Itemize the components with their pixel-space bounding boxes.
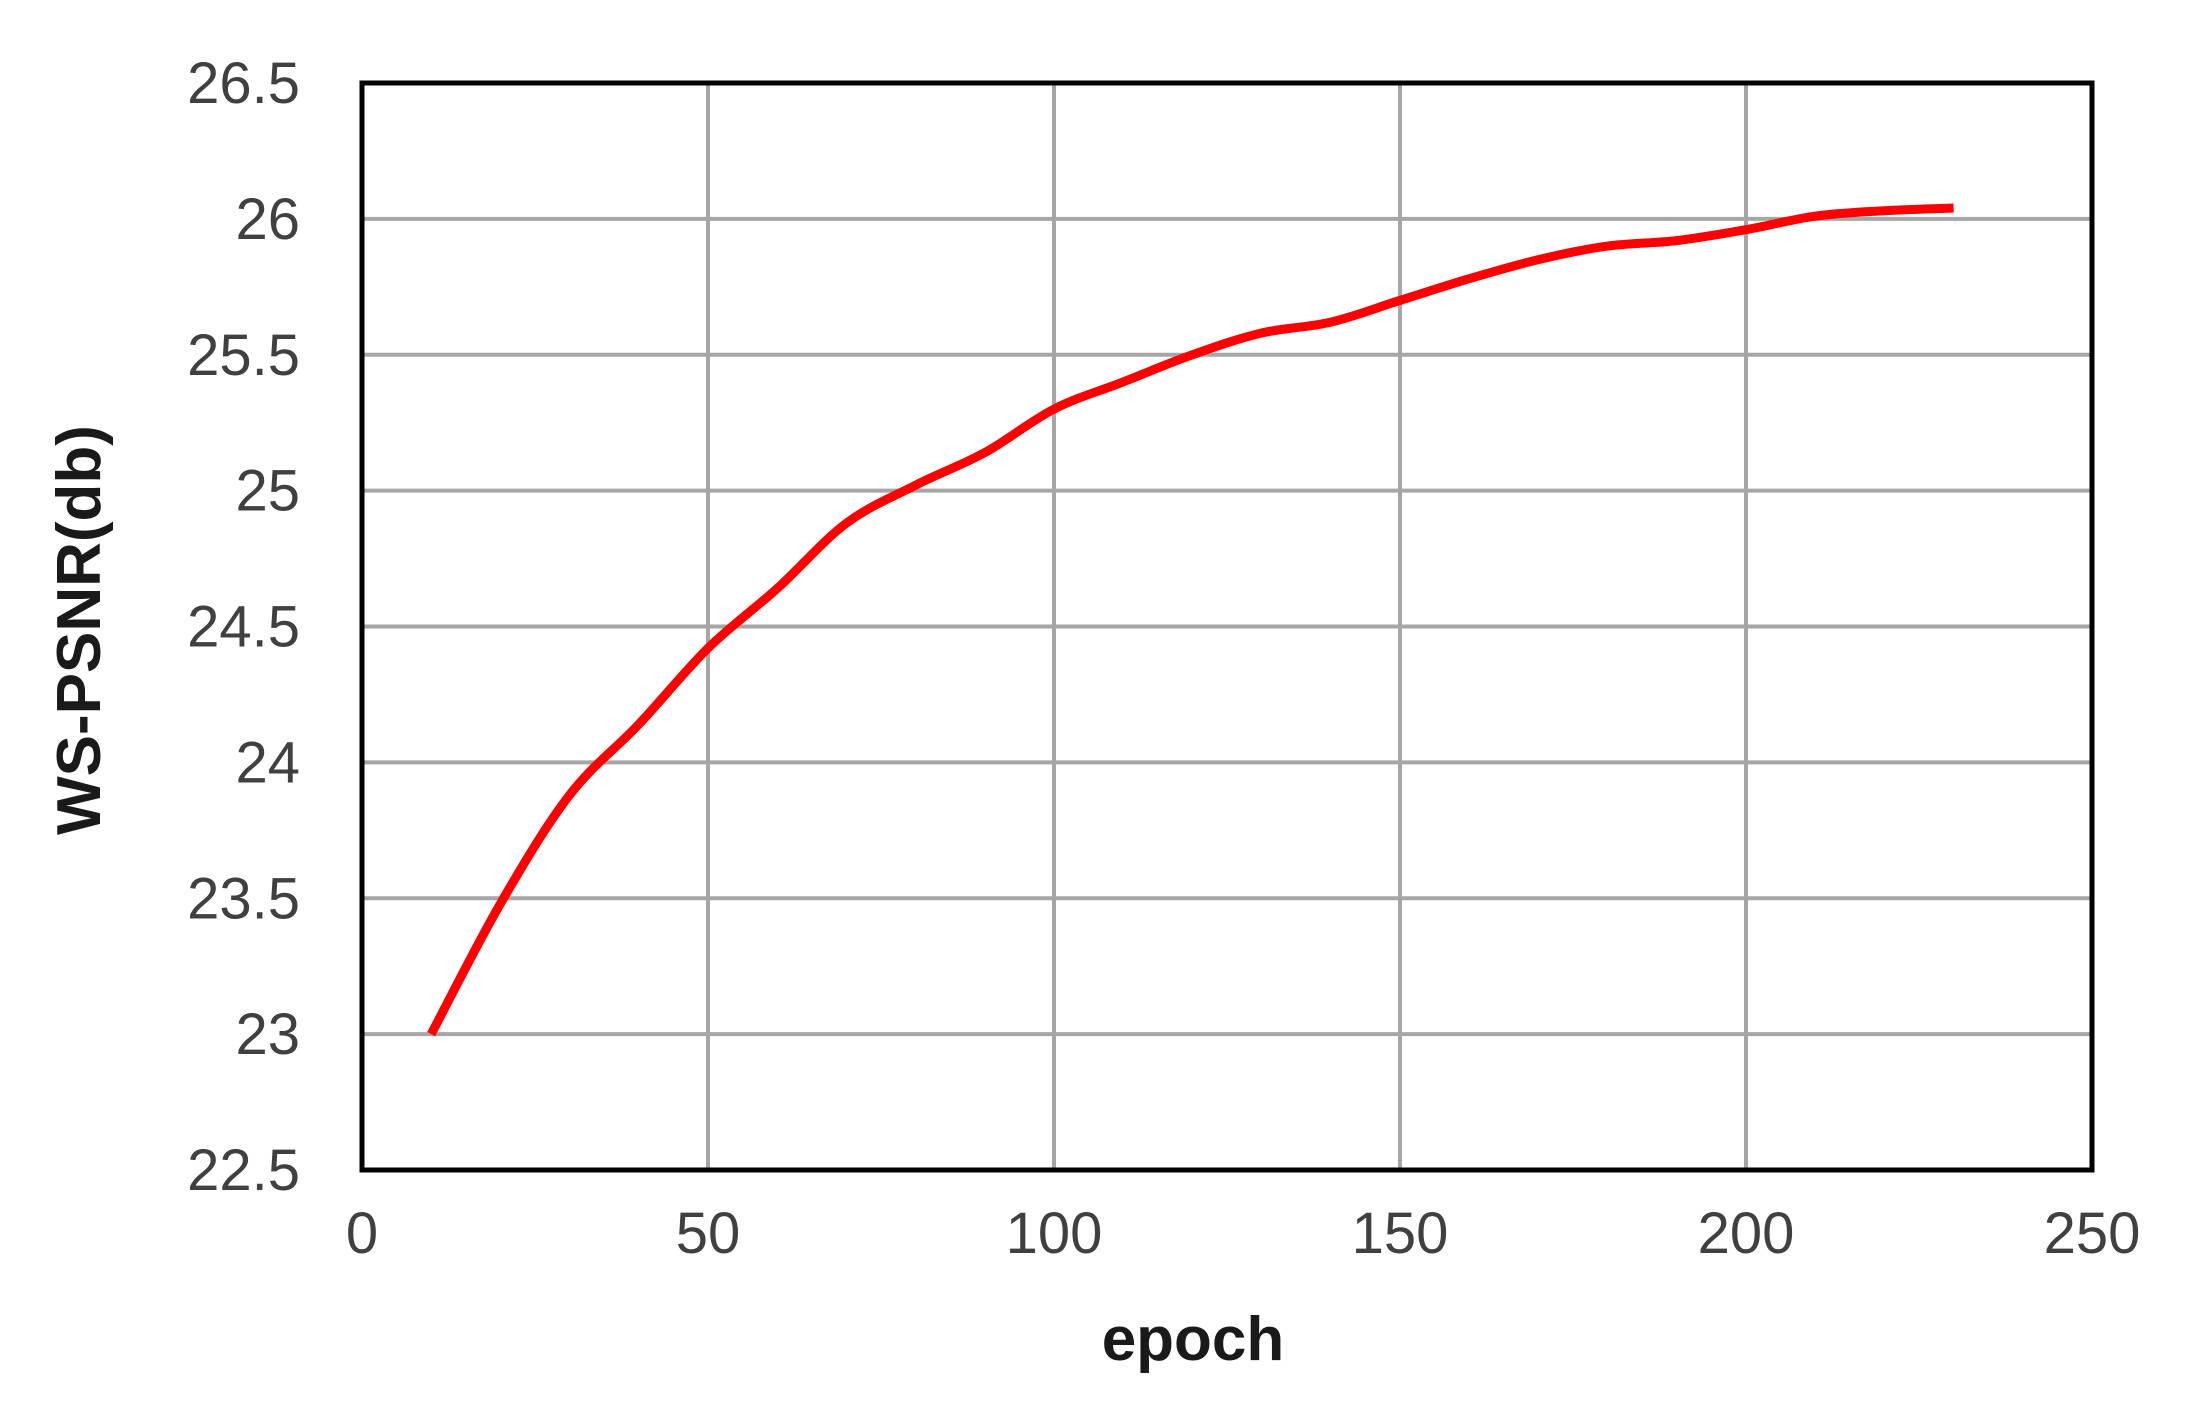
plot-area-frame <box>359 80 2095 1173</box>
y-tick-label: 24.5 <box>187 595 300 660</box>
y-tick-label: 22.5 <box>187 1138 300 1203</box>
x-axis-tick-labels: 0 50 100 150 200 250 <box>346 1201 2141 1266</box>
x-axis-title: epoch <box>1102 1305 1285 1374</box>
y-tick-label: 26.5 <box>187 51 300 116</box>
x-tick-label: 250 <box>2044 1201 2141 1266</box>
y-axis-tick-labels: 22.5 23 23.5 24 24.5 25 25.5 26 26.5 <box>187 51 300 1203</box>
x-tick-label: 50 <box>676 1201 741 1266</box>
y-tick-label: 24 <box>235 730 300 795</box>
y-tick-label: 23 <box>235 1002 300 1067</box>
y-tick-label: 25 <box>235 459 300 524</box>
x-tick-label: 100 <box>1006 1201 1103 1266</box>
y-tick-label: 26 <box>235 187 300 252</box>
x-tick-label: 150 <box>1352 1201 1449 1266</box>
x-tick-label: 0 <box>346 1201 378 1266</box>
y-tick-label: 23.5 <box>187 866 300 931</box>
x-tick-label: 200 <box>1698 1201 1795 1266</box>
horizontal-gridlines <box>362 81 2092 1172</box>
y-tick-label: 25.5 <box>187 323 300 388</box>
series-layer <box>427 203 1954 1037</box>
series-line-0 <box>427 203 1954 1037</box>
y-axis-title: WS-PSNR(db) <box>45 425 114 835</box>
